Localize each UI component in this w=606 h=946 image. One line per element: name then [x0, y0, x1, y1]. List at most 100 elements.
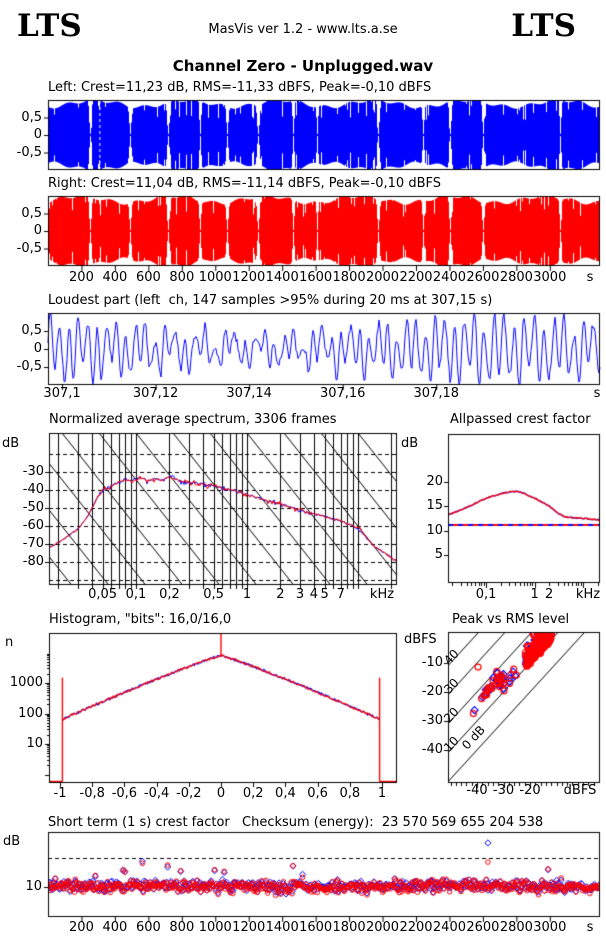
tick-label: -50	[22, 500, 44, 516]
tick-label: 1800	[332, 920, 366, 935]
tick-label: 1600	[299, 920, 333, 935]
tick-label: -1	[53, 786, 67, 801]
tick-label: -70	[22, 536, 44, 552]
page-title: Channel Zero - Unplugged.wav	[172, 57, 434, 75]
tick-label: -20	[421, 684, 443, 699]
tick-label: s	[586, 920, 594, 935]
tick-label: 1	[530, 587, 539, 602]
tick-label: 307,14	[226, 386, 272, 401]
tick-label: 200	[69, 270, 94, 285]
peak-vs-rms-panel	[448, 632, 600, 783]
tick-label: kHz	[575, 587, 601, 602]
tick-label: 800	[169, 270, 195, 285]
tick-label: kHz	[369, 587, 395, 602]
histogram-ylabel: n	[5, 635, 14, 650]
tick-label: -0,5	[16, 240, 42, 256]
tick-label: -40	[22, 482, 44, 498]
histogram-title: Histogram, "bits": 16,0/16,0	[49, 612, 232, 627]
short-term-title: Short term (1 s) crest factor	[48, 815, 230, 830]
tick-label: -0,5	[16, 144, 42, 160]
tick-label: 0	[216, 786, 226, 801]
tick-label: dBFS	[563, 783, 597, 798]
tick-label: 0	[33, 341, 42, 356]
tick-label: 0	[33, 223, 42, 238]
allpassed-ylabel: dB	[401, 436, 419, 451]
tick-label: 1000	[9, 675, 43, 690]
tick-label: 307,12	[132, 386, 179, 401]
tick-label: 10	[26, 736, 43, 751]
right-waveform-panel	[48, 196, 600, 266]
tick-label: 10	[25, 879, 42, 894]
tick-label: -30	[421, 713, 443, 728]
tick-label: 307,18	[413, 386, 460, 401]
tick-label: 0,4	[275, 786, 296, 801]
tick-label: 2200	[399, 920, 433, 935]
tick-label: 2800	[499, 270, 533, 285]
loudest-title: Loudest part (left ch, 147 samples >95% …	[48, 293, 493, 308]
tick-label: 1800	[332, 270, 366, 285]
tick-label: 2600	[466, 920, 500, 935]
tick-label: 0	[33, 127, 42, 142]
tick-label: 400	[102, 270, 128, 285]
tick-label: 15	[426, 498, 443, 514]
tick-label: 0,1	[475, 587, 497, 602]
tick-label: 0,05	[88, 587, 118, 602]
tick-label: 5	[434, 547, 443, 563]
tick-label: 2000	[365, 920, 400, 935]
histogram-panel	[49, 633, 397, 783]
logo-left: LTS	[17, 8, 82, 44]
tick-label: -60	[22, 518, 44, 534]
logo-right: LTS	[511, 8, 576, 44]
loudest-part-panel	[48, 313, 600, 385]
tick-label: 3	[295, 587, 305, 602]
tick-label: 4	[309, 587, 318, 602]
tick-label: -0,6	[111, 786, 138, 801]
tick-label: 2000	[365, 270, 400, 285]
tick-label: -40	[466, 783, 488, 798]
tick-label: s	[586, 270, 594, 285]
tick-label: 2400	[432, 270, 466, 285]
tick-label: s	[593, 386, 601, 401]
tick-label: 1400	[265, 270, 299, 285]
tick-label: 20	[426, 473, 443, 489]
tick-label: 1400	[265, 920, 299, 935]
tick-label: 307,16	[319, 386, 366, 401]
tick-label: 1000	[198, 920, 232, 935]
tick-label: 400	[102, 920, 128, 935]
allpassed-crest-panel	[448, 434, 600, 583]
tick-label: 1	[377, 786, 387, 801]
tick-label: 3000	[533, 270, 567, 285]
tick-label: 2400	[432, 920, 466, 935]
checksum-text: Checksum (energy): 23 570 569 655 204 53…	[242, 815, 544, 830]
left-wave-title: Left: Crest=11,23 dB, RMS=-11,33 dBFS, P…	[48, 80, 432, 95]
peak-rms-title: Peak vs RMS level	[452, 612, 570, 627]
tick-label: -0,8	[79, 786, 105, 801]
tick-label: 0,2	[242, 786, 264, 801]
left-waveform-panel	[48, 100, 600, 170]
tick-label: 1200	[232, 270, 266, 285]
short-term-crest-panel	[48, 832, 600, 917]
tick-label: -20	[519, 783, 541, 798]
right-wave-title: Right: Crest=11,04 dB, RMS=-11,14 dBFS, …	[48, 176, 441, 191]
tick-label: 0,8	[339, 786, 361, 801]
tick-label: 200	[69, 920, 94, 935]
tick-label: -0,5	[16, 359, 42, 374]
tick-label: 3000	[533, 920, 567, 935]
tick-label: 7	[336, 587, 345, 602]
tick-label: 0,1	[125, 587, 147, 602]
tick-label: -80	[22, 554, 44, 570]
tick-label: 600	[135, 270, 161, 285]
tick-label: 2	[276, 587, 285, 602]
tick-label: 0,5	[21, 323, 42, 338]
spectrum-ylabel: dB	[2, 436, 20, 451]
tick-label: -40	[421, 742, 443, 757]
tick-label: 1000	[198, 270, 232, 285]
tick-label: 307,1	[43, 386, 81, 401]
tick-label: 600	[135, 920, 161, 935]
tick-label: 0,6	[307, 786, 328, 801]
tick-label: 2600	[466, 270, 500, 285]
spectrum-title: Normalized average spectrum, 3306 frames	[49, 412, 337, 427]
spectrum-panel	[49, 433, 397, 585]
